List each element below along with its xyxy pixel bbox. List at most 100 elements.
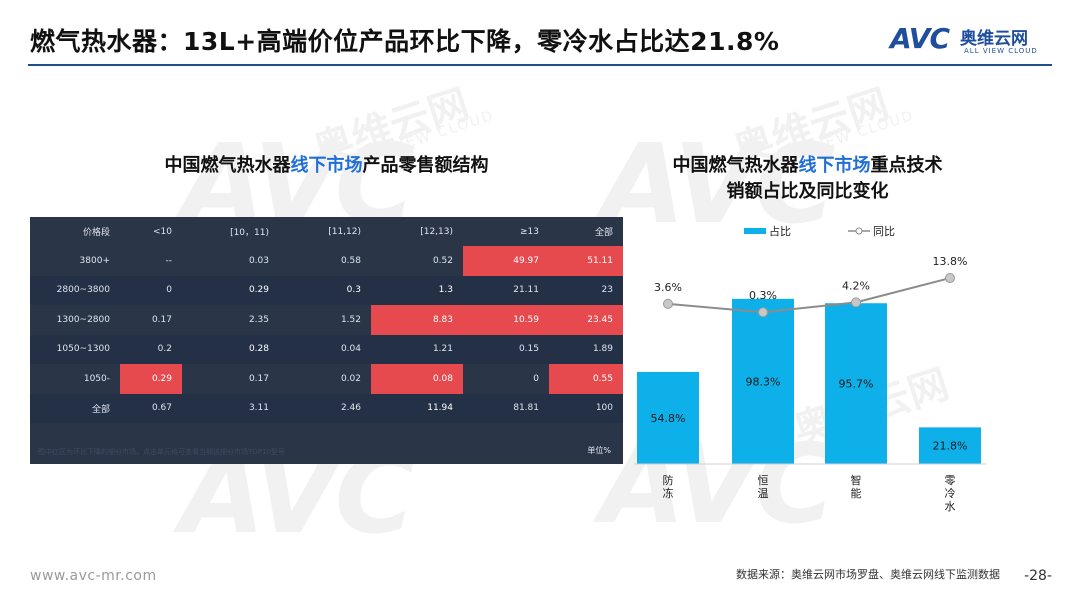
table-title: 中国燃气热水器线下市场产品零售额结构 [30, 153, 623, 179]
table-row: 1050~1300 0.2 0.28 0.04 1.21 0.15 1.89 [30, 334, 623, 364]
row-label: 3800+ [79, 255, 110, 266]
price-segment-grid: 价格段 <10 [10，11) [11,12) [12,13) ≥13 全部 3… [30, 217, 623, 423]
legend-bar-swatch [744, 228, 766, 234]
table-cell[interactable]: 0.29 [182, 275, 279, 305]
bar-value-label: 21.8% [933, 440, 968, 453]
category-label: 零冷水 [945, 474, 956, 513]
table-cell[interactable]: 0 [533, 373, 539, 384]
table-cell[interactable]: 100 [549, 393, 623, 423]
yoy-line [667, 277, 951, 314]
chart-title-highlight: 线下市场 [798, 155, 871, 176]
header-total: 全部 [594, 228, 613, 238]
table-cell[interactable]: 0.15 [463, 334, 549, 364]
category-label: 防冻 [663, 473, 674, 500]
header-price-segment: 价格段 [82, 228, 110, 238]
table-cell[interactable]: 0.55 [549, 364, 623, 394]
table-cell[interactable]: 2.46 [279, 393, 371, 423]
table-cell[interactable]: 11.94 [371, 393, 463, 423]
chart-title-prefix: 中国燃气热水器 [672, 155, 799, 176]
table-cell[interactable]: 0.04 [279, 334, 371, 364]
table-cell[interactable]: 49.97 [463, 246, 549, 276]
chart-title: 中国燃气热水器线下市场重点技术 销额占比及同比变化 [630, 153, 985, 205]
row-label: 1050- [83, 373, 110, 384]
bar-value-label: 95.7% [839, 378, 874, 391]
page-title: 燃气热水器：13L+高端价位产品环比下降，零冷水占比达21.8% [30, 27, 780, 56]
table-cell[interactable]: 23.45 [549, 305, 623, 335]
table-cell[interactable]: 10.59 [463, 305, 549, 335]
table-row: 1050- 0.29 0.17 0.02 0.08 0 0.55 [30, 364, 623, 394]
header-ge13: ≥13 [520, 226, 539, 237]
category-label: 恒温 [758, 474, 769, 500]
page-number: -28- [1024, 568, 1052, 584]
legend-line-label: 同比 [873, 225, 895, 238]
header-lt10: <10 [153, 226, 172, 237]
retail-structure-table: 价格段 <10 [10，11) [11,12) [12,13) ≥13 全部 3… [30, 217, 623, 464]
yoy-point [945, 273, 955, 284]
bar-value-label: 54.8% [651, 412, 686, 425]
logo-tagline: ALL VIEW CLOUD [964, 47, 1038, 55]
tech-share-chart: 占比 同比 54.8% 98.3% 95.7% 21.8% 3.6% 0.3% 4.2% 13.8… [634, 224, 986, 513]
bar [637, 371, 699, 464]
table-cell[interactable]: 0.3 [279, 275, 371, 305]
table-cell[interactable]: 0.17 [151, 314, 172, 325]
footer-url[interactable]: www.avc-mr.com [30, 568, 157, 584]
chart-title-line2: 销额占比及同比变化 [726, 181, 889, 202]
table-cell[interactable]: 81.81 [463, 393, 549, 423]
table-cell[interactable]: 21.11 [463, 275, 549, 305]
chart-title-suffix: 重点技术 [870, 155, 943, 176]
table-row: 全部 0.67 3.11 2.46 11.94 81.81 100 [30, 393, 623, 423]
bar [825, 303, 887, 464]
table-footnote: 图中红区为环比下降的细分市场，点击单元格可查看当期该细分市场TOP10型号 [38, 448, 285, 456]
table-title-prefix: 中国燃气热水器 [164, 155, 291, 176]
table-cell[interactable]: 3.11 [182, 393, 279, 423]
table-cell[interactable]: 0.29 [120, 364, 182, 394]
table-cell[interactable]: 1.52 [340, 314, 361, 325]
table-cell[interactable]: 0.58 [340, 255, 361, 266]
table-cell[interactable]: 0.17 [248, 373, 269, 384]
yoy-point [663, 298, 673, 309]
footer-source: 数据来源：奥维云网市场罗盘、奥维云网线下监测数据 [736, 568, 1000, 581]
table-cell[interactable]: 0.02 [340, 373, 361, 384]
table-cell[interactable]: 51.11 [549, 246, 623, 276]
yoy-value-label: 13.8% [933, 255, 968, 268]
row-label: 2800~3800 [30, 275, 120, 305]
yoy-value-label: 3.6% [654, 281, 682, 294]
yoy-point [851, 297, 861, 308]
table-cell[interactable]: 0.52 [432, 255, 453, 266]
table-cell[interactable]: 8.83 [371, 305, 463, 335]
table-cell[interactable]: 0.03 [248, 255, 269, 266]
table-cell[interactable]: 0.28 [182, 334, 279, 364]
category-label: 智能 [851, 473, 862, 500]
table-cell[interactable]: 1.21 [371, 334, 463, 364]
logo-mark: AVC [890, 22, 950, 55]
table-title-highlight: 线下市场 [290, 155, 363, 176]
yoy-value-label: 0.3% [749, 289, 777, 302]
table-cell[interactable]: 23 [549, 275, 623, 305]
table-row: 3800+ -- 0.03 0.58 0.52 49.97 51.11 [30, 246, 623, 276]
yoy-value-label: 4.2% [842, 279, 870, 292]
row-label: 1300~2800 [56, 314, 110, 325]
table-cell[interactable]: 0.67 [120, 393, 182, 423]
bar [732, 298, 794, 464]
table-row: 2800~3800 0 0.29 0.3 1.3 21.11 23 [30, 275, 623, 305]
logo-name: 奥维云网 [960, 29, 1028, 49]
table-cell[interactable]: 0 [120, 275, 182, 305]
header-10-11: [10，11) [230, 228, 269, 238]
legend-line-marker [855, 227, 863, 235]
table-cell[interactable]: 2.35 [248, 314, 269, 325]
header-12-13: [12,13) [420, 226, 453, 237]
header-11-12: [11,12) [328, 226, 361, 237]
title-divider [28, 64, 1052, 66]
bar-value-label: 98.3% [746, 375, 781, 388]
table-cell[interactable]: 0.08 [371, 364, 463, 394]
bar [919, 427, 981, 464]
table-header-row: 价格段 <10 [10，11) [11,12) [12,13) ≥13 全部 [30, 217, 623, 246]
table-cell[interactable]: 1.89 [549, 334, 623, 364]
table-cell[interactable]: 0.2 [120, 334, 182, 364]
table-row: 1300~2800 0.17 2.35 1.52 8.83 10.59 23.45 [30, 305, 623, 335]
row-label: 全部 [30, 393, 120, 423]
table-cell[interactable]: 1.3 [371, 275, 463, 305]
table-title-suffix: 产品零售额结构 [362, 155, 489, 176]
yoy-point [758, 307, 768, 318]
table-cell[interactable]: -- [165, 255, 173, 266]
